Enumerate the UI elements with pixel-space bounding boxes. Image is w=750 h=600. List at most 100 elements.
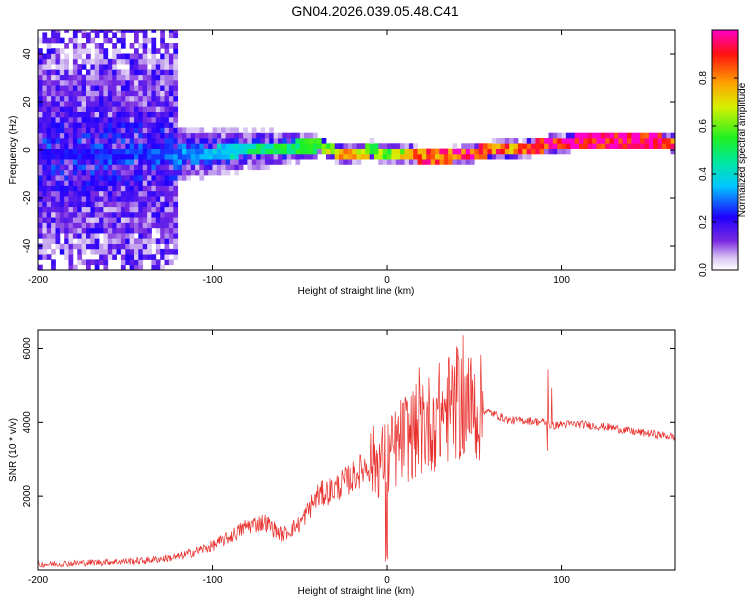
heatmap-cell	[38, 111, 43, 118]
heatmap-cell	[81, 243, 87, 250]
heatmap-cell	[55, 243, 61, 250]
heatmap-cell	[94, 106, 100, 112]
heatmap-cell	[513, 138, 519, 144]
heatmap-cell	[112, 243, 117, 250]
heatmap-cell	[107, 111, 113, 118]
heatmap-cell	[120, 85, 126, 91]
heatmap-cell	[107, 64, 113, 70]
heatmap-cell	[68, 217, 74, 223]
heatmap-cell	[90, 248, 96, 255]
heatmap-cell	[94, 74, 100, 81]
heatmap-cell	[99, 227, 104, 234]
heatmap-cell	[94, 180, 100, 186]
heatmap-cell	[247, 148, 253, 155]
heatmap-cell	[531, 138, 536, 144]
heatmap-cell	[151, 264, 157, 270]
heatmap-cell	[107, 227, 113, 234]
heatmap-cell	[160, 254, 165, 260]
heatmap-cell	[151, 132, 157, 139]
heatmap-cell	[55, 196, 61, 202]
heatmap-cell	[116, 169, 122, 176]
heatmap-cell	[107, 169, 113, 176]
heatmap-cell	[120, 201, 126, 208]
heatmap-cell	[107, 248, 113, 255]
heatmap-cell	[81, 190, 87, 197]
heatmap-cell	[400, 153, 405, 160]
heatmap-cell	[155, 175, 161, 181]
heatmap-cell	[107, 180, 113, 186]
heatmap-cell	[596, 138, 602, 144]
heatmap-cell	[260, 138, 266, 144]
heatmap-cell	[103, 159, 109, 165]
heatmap-cell	[86, 233, 91, 239]
heatmap-cell	[64, 138, 69, 144]
heatmap-cell	[72, 53, 78, 60]
heatmap-cell	[116, 85, 122, 91]
heatmap-cell	[81, 159, 87, 165]
heatmap-cell	[77, 53, 83, 60]
heatmap-cell	[116, 206, 122, 213]
heatmap-cell	[46, 64, 52, 70]
heatmap-cell	[378, 159, 384, 165]
heatmap-cell	[579, 132, 584, 139]
heatmap-cell	[164, 43, 170, 49]
heatmap-cell	[291, 132, 296, 139]
heatmap-cell	[138, 111, 144, 118]
heatmap-cell	[51, 132, 56, 139]
heatmap-cell	[155, 122, 161, 128]
heatmap-cell	[68, 74, 74, 81]
heatmap-cell	[38, 169, 43, 176]
heatmap-cell	[90, 222, 96, 229]
heatmap-cell	[90, 90, 96, 97]
heatmap-cell	[138, 222, 144, 229]
heatmap-cell	[86, 85, 91, 91]
heatmap-cell	[81, 43, 87, 49]
heatmap-cell	[55, 201, 61, 208]
heatmap-cell	[42, 37, 48, 44]
heatmap-cell	[561, 143, 567, 149]
heatmap-cell	[120, 153, 126, 160]
heatmap-cell	[125, 180, 131, 186]
heatmap-cell	[173, 211, 179, 218]
heatmap-cell	[613, 138, 619, 144]
heatmap-cell	[142, 58, 148, 65]
heatmap-cell	[522, 138, 528, 144]
heatmap-cell	[55, 222, 61, 229]
heatmap-cell	[134, 48, 139, 54]
heatmap-cell	[190, 148, 196, 155]
heatmap-cell	[103, 190, 109, 197]
heatmap-cell	[230, 138, 235, 144]
heatmap-cell	[112, 79, 117, 86]
heatmap-cell	[160, 248, 165, 255]
heatmap-cell	[391, 153, 397, 160]
heatmap-cell	[86, 164, 91, 171]
heatmap-cell	[68, 159, 74, 165]
heatmap-cell	[51, 101, 56, 107]
heatmap-cell	[38, 48, 43, 54]
heatmap-cell	[86, 264, 91, 270]
heatmap-cell	[199, 143, 205, 149]
heatmap-cell	[51, 127, 56, 134]
heatmap-cell	[160, 64, 165, 70]
heatmap-cell	[526, 153, 532, 160]
heatmap-cell	[155, 148, 161, 155]
heatmap-cell	[260, 148, 266, 155]
heatmap-cell	[151, 164, 157, 171]
heatmap-cell	[68, 153, 74, 160]
heatmap-cell	[160, 138, 165, 144]
heatmap-cell	[120, 30, 126, 33]
heatmap-cell	[164, 143, 170, 149]
heatmap-cell	[391, 143, 397, 149]
heatmap-cell	[334, 159, 340, 165]
heatmap-cell	[99, 143, 104, 149]
heatmap-cell	[408, 159, 414, 165]
heatmap-cell	[168, 233, 174, 239]
heatmap-cell	[103, 90, 109, 97]
heatmap-cell	[68, 180, 74, 186]
heatmap-cell	[666, 138, 672, 144]
heatmap-cell	[670, 132, 675, 139]
heatmap-cell	[112, 138, 117, 144]
heatmap-cell	[64, 227, 69, 234]
heatmap-cell	[151, 159, 157, 165]
